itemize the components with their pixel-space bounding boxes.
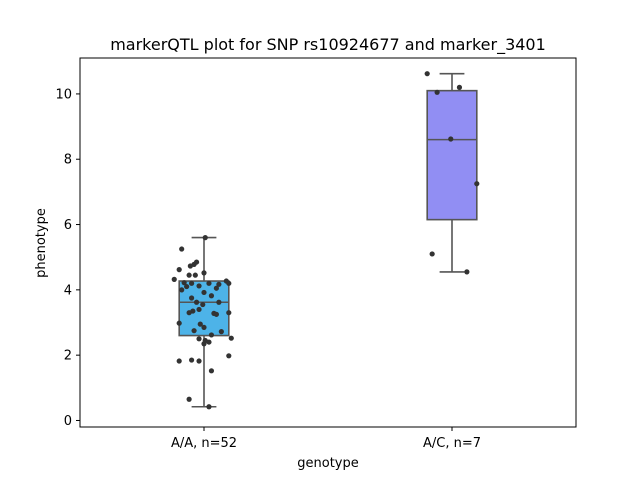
y-tick-label: 4	[64, 283, 72, 298]
data-point	[216, 299, 222, 305]
data-point	[202, 235, 208, 241]
data-point	[189, 295, 195, 301]
data-point	[206, 280, 212, 286]
data-point	[176, 358, 182, 364]
data-point	[176, 320, 182, 326]
data-point	[171, 276, 177, 282]
data-point	[474, 181, 480, 187]
plot-area	[171, 71, 480, 410]
data-point	[197, 321, 203, 327]
data-point	[208, 293, 215, 299]
data-point	[193, 259, 200, 265]
x-tick-label: A/C, n=7	[423, 436, 481, 451]
data-point	[186, 310, 192, 316]
data-point	[434, 89, 440, 95]
data-point	[228, 335, 234, 341]
data-point	[187, 263, 193, 269]
data-point	[464, 269, 470, 275]
y-tick-label: 2	[64, 349, 72, 364]
data-point	[200, 301, 206, 308]
iqr-box	[426, 89, 478, 221]
data-point	[216, 281, 222, 287]
data-point	[184, 283, 190, 290]
data-point	[206, 339, 212, 345]
y-axis-title: phenotype	[34, 208, 49, 278]
data-point	[186, 272, 192, 278]
data-point	[456, 84, 463, 90]
data-point	[196, 336, 202, 342]
data-point	[424, 71, 430, 77]
data-point	[186, 396, 192, 402]
data-point	[189, 357, 195, 363]
data-point	[201, 324, 207, 331]
y-tick-label: 8	[64, 153, 72, 168]
data-point	[196, 358, 202, 364]
data-point	[179, 287, 185, 293]
data-point	[191, 328, 197, 334]
plot-frame	[79, 57, 577, 428]
data-point	[206, 404, 212, 410]
data-point	[226, 353, 232, 359]
data-point	[192, 272, 198, 278]
box-group	[171, 235, 234, 410]
data-point	[208, 332, 215, 338]
data-point	[201, 341, 207, 347]
y-tick-label: 10	[55, 87, 72, 102]
data-point	[193, 299, 200, 305]
data-point	[213, 311, 219, 317]
data-point	[176, 267, 182, 273]
data-point	[179, 246, 185, 252]
x-axis: A/A, n=52 A/C, n=7	[171, 427, 481, 451]
data-point	[226, 280, 232, 286]
y-tick-label: 0	[64, 414, 72, 429]
y-axis: 0 2 4 6 8 10	[55, 87, 80, 429]
data-point	[213, 285, 219, 291]
data-point	[208, 368, 215, 374]
x-axis-title: genotype	[297, 456, 358, 471]
data-point	[181, 280, 187, 286]
data-point	[189, 280, 195, 286]
chart-title: markerQTL plot for SNP rs10924677 and ma…	[110, 35, 546, 55]
x-tick-label: A/A, n=52	[171, 436, 237, 451]
data-point	[201, 289, 207, 296]
y-tick-label: 6	[64, 218, 72, 233]
data-point	[448, 136, 454, 142]
data-point	[201, 270, 207, 276]
data-point	[429, 251, 435, 257]
data-point	[218, 329, 224, 335]
data-point	[226, 310, 232, 316]
box-group	[424, 71, 480, 275]
data-point	[196, 306, 202, 313]
data-point	[196, 283, 202, 289]
